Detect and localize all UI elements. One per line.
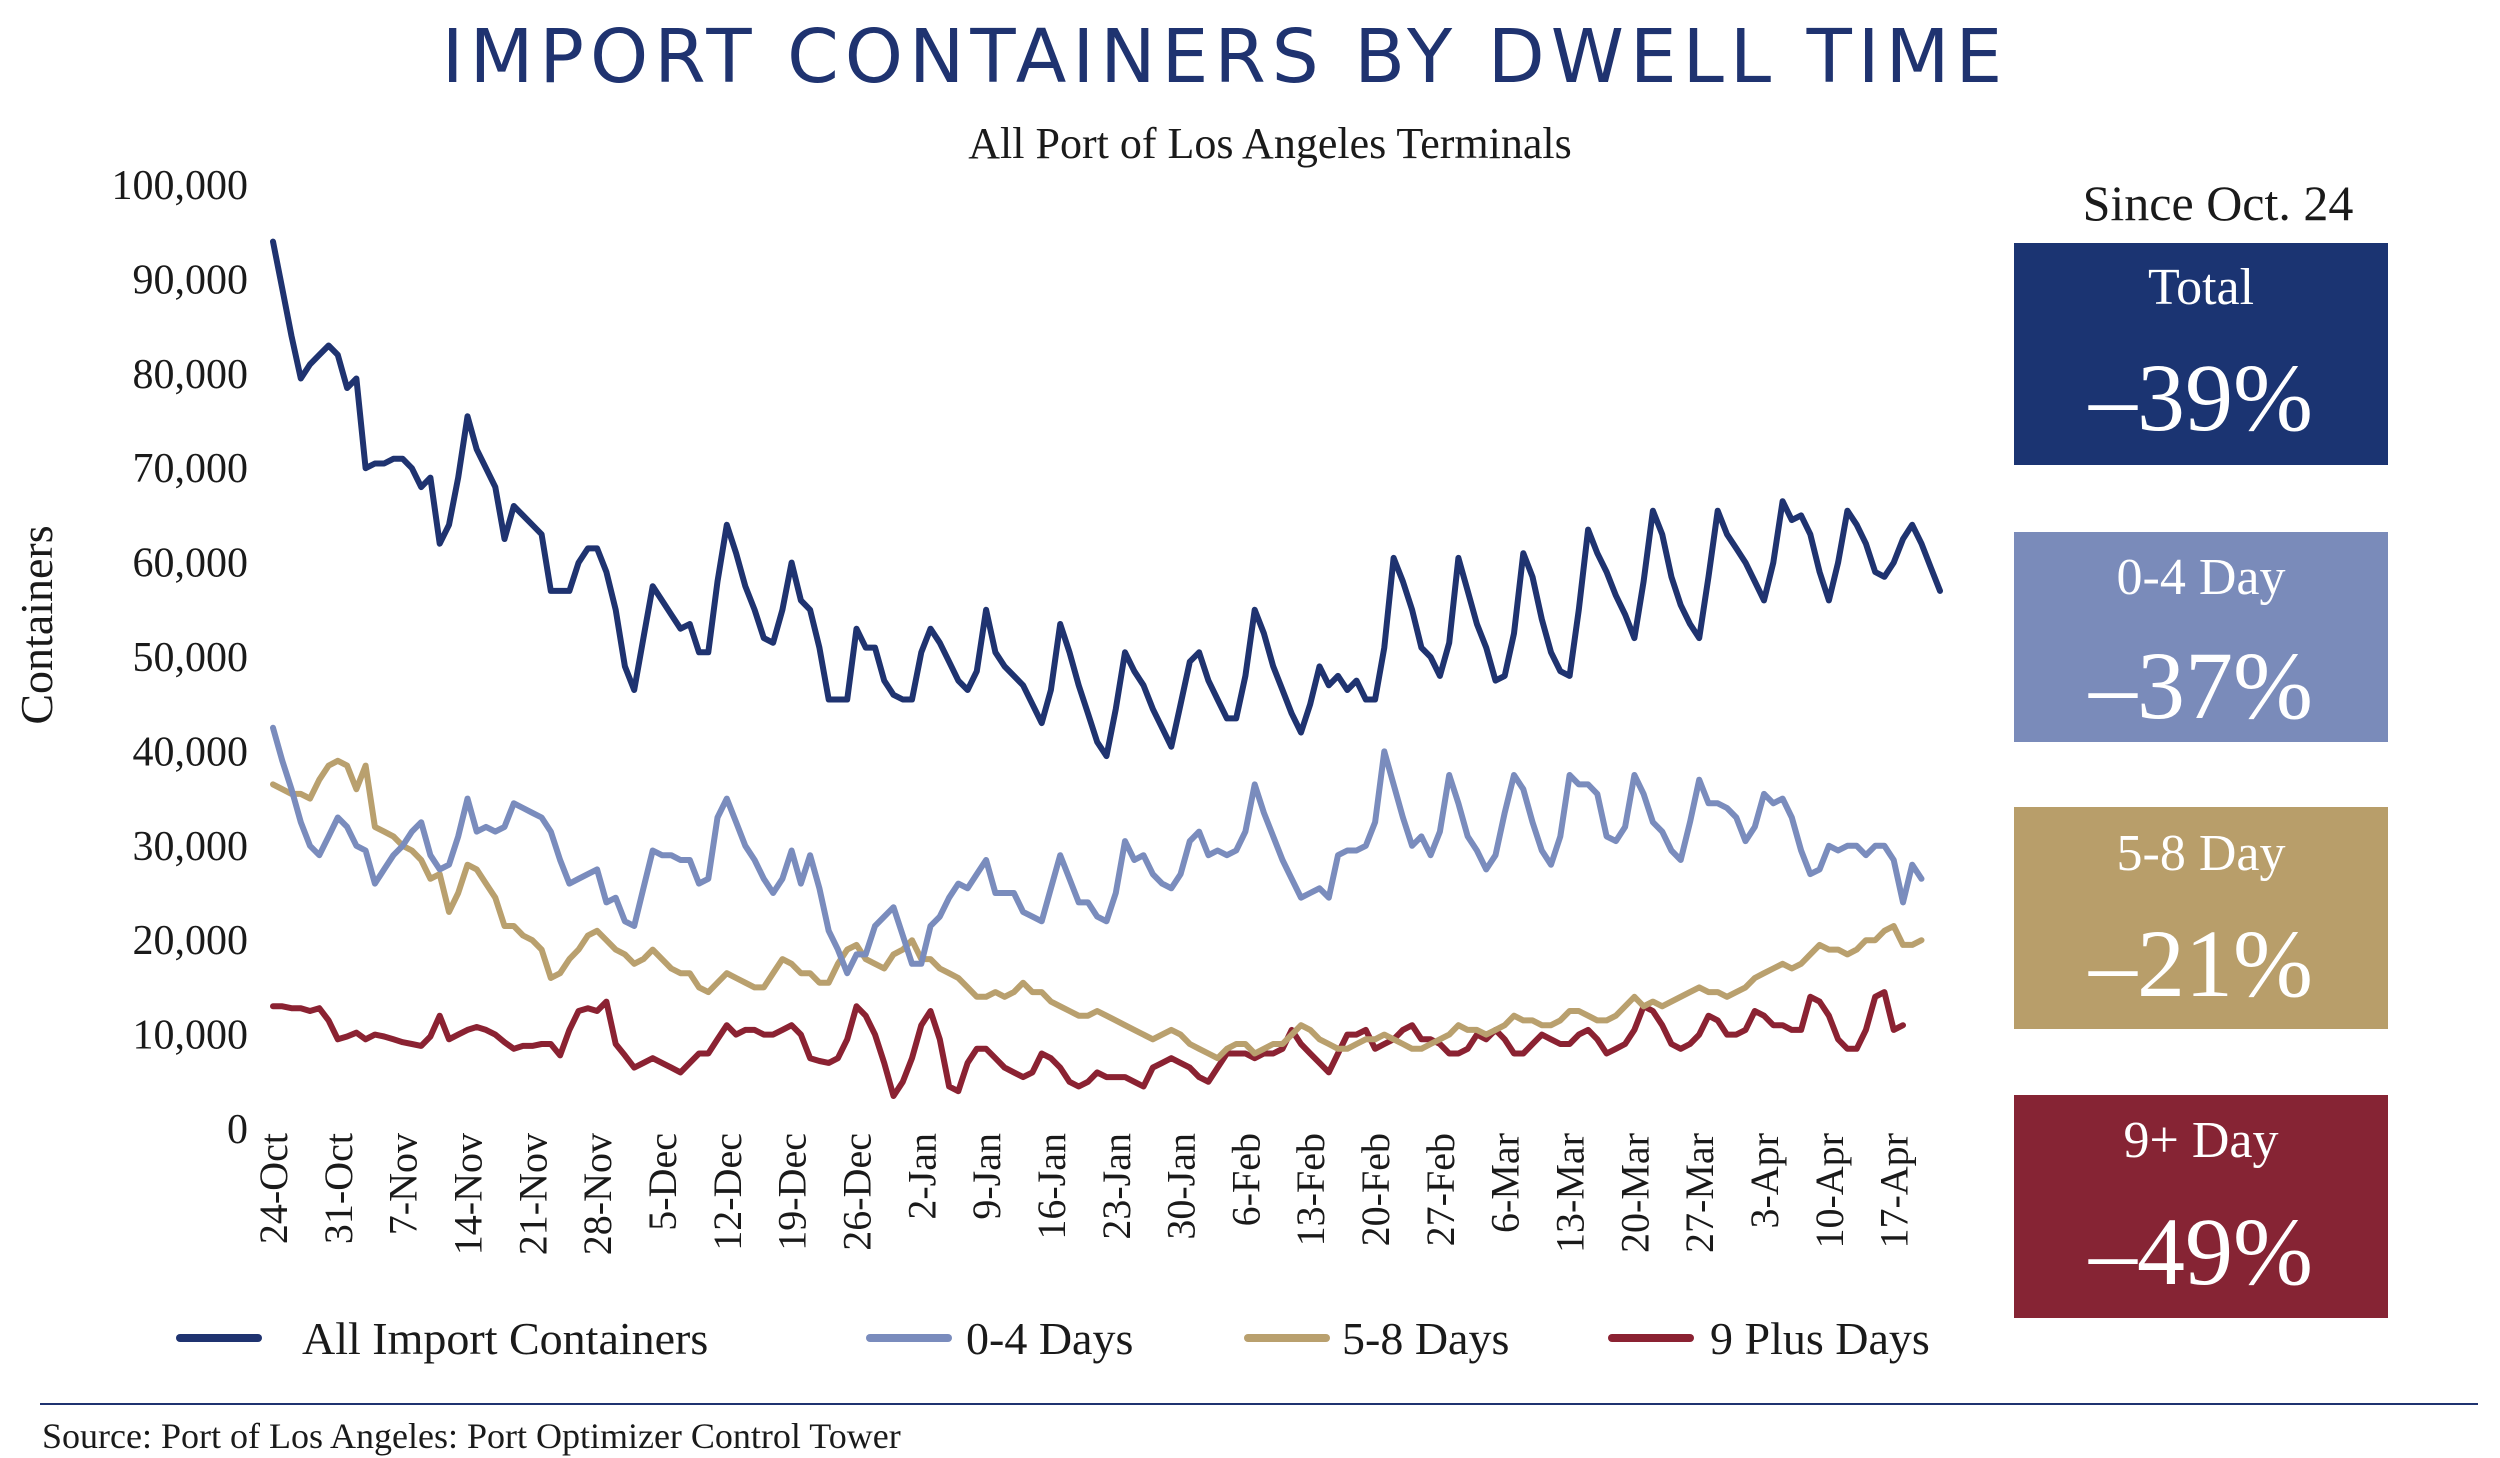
legend-label-9-plus: 9 Plus Days: [1710, 1313, 1930, 1364]
y-tick-label: 60,000: [133, 541, 249, 587]
legend-label-0-4: 0-4 Days: [966, 1313, 1133, 1364]
series-line-all-import: [270, 238, 1943, 760]
x-tick-label: 23-Jan: [1094, 1133, 1139, 1240]
y-tick-label: 20,000: [133, 918, 249, 964]
x-tick-label: 30-Jan: [1159, 1133, 1204, 1240]
series-lines: [270, 238, 1943, 1099]
y-axis-ticks: 0 10,000 20,000 30,000 40,000 50,000 60,000 70,…: [112, 163, 249, 1153]
x-tick-label: 19-Dec: [770, 1133, 815, 1251]
x-tick-label: 24-Oct: [251, 1133, 296, 1244]
y-axis-label: Containers: [11, 525, 62, 724]
summary-box-5-8-label: 5-8 Day: [2117, 825, 2286, 882]
summary-box-total-bg: [2014, 243, 2388, 465]
x-tick-label: 27-Feb: [1418, 1133, 1463, 1246]
x-tick-label: 14-Nov: [445, 1133, 490, 1255]
x-tick-label: 2-Jan: [899, 1133, 944, 1220]
y-tick-label: 100,000: [112, 163, 249, 209]
x-tick-label: 6-Mar: [1483, 1133, 1528, 1233]
y-tick-label: 70,000: [133, 446, 249, 492]
legend: All Import Containers 0-4 Days 5-8 Days …: [176, 1313, 1930, 1364]
summary-box-total: Total –39%: [2014, 243, 2388, 465]
x-tick-label: 12-Dec: [705, 1133, 750, 1251]
x-tick-label: 21-Nov: [510, 1133, 555, 1255]
summary-box-0-4: 0-4 Day –37%: [2014, 532, 2388, 742]
series-line-9-plus-days: [270, 989, 1906, 1099]
summary-box-5-8: 5-8 Day –21%: [2014, 807, 2388, 1029]
summary-box-9-plus: 9+ Day –49%: [2014, 1095, 2388, 1318]
x-tick-label: 27-Mar: [1677, 1133, 1722, 1253]
x-tick-label: 9-Jan: [964, 1133, 1009, 1220]
summary-box-0-4-value: –37%: [2088, 632, 2313, 739]
series-line-5-8-days: [270, 757, 1925, 1062]
summary-box-9-plus-bg: [2014, 1095, 2388, 1318]
y-tick-label: 50,000: [133, 635, 249, 681]
source-note: Source: Port of Los Angeles: Port Optimi…: [42, 1416, 901, 1456]
x-tick-label: 28-Nov: [575, 1133, 620, 1255]
summary-heading: Since Oct. 24: [2083, 175, 2354, 231]
x-tick-label: 20-Mar: [1612, 1133, 1657, 1253]
summary-box-0-4-bg: [2014, 532, 2388, 742]
y-tick-label: 80,000: [133, 352, 249, 398]
x-tick-label: 6-Feb: [1223, 1133, 1268, 1226]
series-line-0-4-days: [270, 724, 1925, 977]
x-tick-label: 17-Apr: [1872, 1133, 1917, 1249]
summary-box-total-value: –39%: [2088, 344, 2313, 451]
x-tick-label: 26-Dec: [834, 1133, 879, 1251]
legend-label-all: All Import Containers: [302, 1313, 708, 1364]
x-tick-label: 5-Dec: [640, 1133, 685, 1231]
x-tick-label: 16-Jan: [1029, 1133, 1074, 1240]
x-tick-label: 7-Nov: [381, 1133, 426, 1235]
x-tick-label: 3-Apr: [1742, 1133, 1787, 1229]
chart-title: IMPORT CONTAINERS BY DWELL TIME: [442, 14, 2008, 100]
summary-box-5-8-value: –21%: [2088, 910, 2313, 1017]
y-tick-label: 0: [227, 1107, 248, 1153]
summary-box-5-8-bg: [2014, 807, 2388, 1029]
summary-box-0-4-label: 0-4 Day: [2117, 549, 2286, 606]
summary-box-9-plus-label: 9+ Day: [2124, 1112, 2279, 1169]
x-tick-label: 20-Feb: [1353, 1133, 1398, 1246]
x-tick-label: 31-Oct: [316, 1133, 361, 1244]
y-tick-label: 10,000: [133, 1013, 249, 1059]
x-tick-label: 13-Mar: [1548, 1133, 1593, 1253]
chart-subtitle: All Port of Los Angeles Terminals: [968, 119, 1572, 168]
x-axis-ticks: 24-Oct 31-Oct 7-Nov 14-Nov 21-Nov 28-Nov 5-Dec…: [251, 1133, 1917, 1255]
legend-label-5-8: 5-8 Days: [1342, 1313, 1509, 1364]
x-tick-label: 13-Feb: [1288, 1133, 1333, 1246]
summary-box-9-plus-value: –49%: [2088, 1198, 2313, 1305]
summary-box-total-label: Total: [2148, 259, 2254, 316]
x-tick-label: 10-Apr: [1807, 1133, 1852, 1249]
y-tick-label: 90,000: [133, 257, 249, 303]
y-tick-label: 40,000: [133, 729, 249, 775]
y-tick-label: 30,000: [133, 824, 249, 870]
